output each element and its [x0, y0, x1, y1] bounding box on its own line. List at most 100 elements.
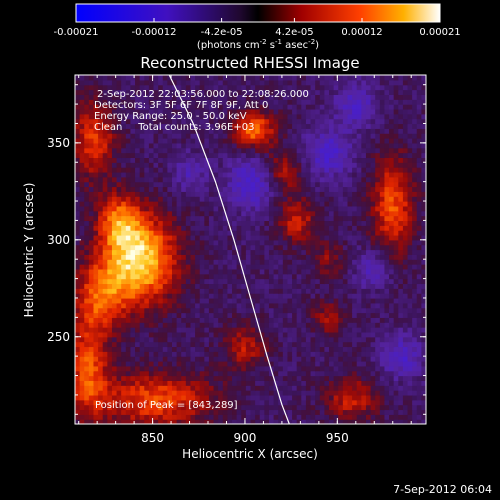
heatmap-cell — [375, 157, 381, 163]
heatmap-cell — [342, 254, 349, 260]
heatmap-cell — [402, 365, 409, 372]
heatmap-cell — [287, 234, 293, 241]
heatmap-cell — [333, 220, 339, 226]
heatmap-cell — [389, 375, 395, 381]
heatmap-cell — [389, 108, 395, 115]
heatmap-cell — [301, 331, 307, 338]
heatmap-cell — [333, 385, 339, 391]
heatmap-cell — [75, 293, 81, 299]
heatmap-cell — [310, 293, 316, 299]
heatmap-cell — [130, 186, 136, 192]
heatmap-cell — [375, 317, 381, 323]
heatmap-cell — [213, 104, 219, 110]
heatmap-cell — [292, 220, 298, 226]
heatmap-cell — [375, 167, 381, 173]
heatmap-cell — [347, 346, 353, 352]
heatmap-cell — [190, 346, 196, 352]
heatmap-cell — [379, 419, 386, 424]
heatmap-cell — [273, 157, 279, 163]
heatmap-cell — [185, 186, 192, 192]
heatmap-cell — [412, 273, 418, 280]
heatmap-cell — [329, 346, 335, 352]
heatmap-cell — [130, 249, 136, 255]
heatmap-cell — [347, 336, 353, 343]
heatmap-cell — [259, 317, 265, 323]
heatmap-cell — [342, 390, 349, 396]
heatmap-cell — [88, 215, 95, 222]
heatmap-cell — [278, 205, 284, 212]
heatmap-cell — [370, 278, 376, 285]
heatmap-cell — [148, 307, 155, 314]
heatmap-cell — [324, 414, 330, 420]
heatmap-cell — [407, 370, 413, 377]
heatmap-cell — [245, 307, 252, 314]
heatmap-cell — [365, 167, 372, 173]
heatmap-cell — [245, 356, 252, 362]
heatmap-cell — [199, 322, 205, 328]
heatmap-cell — [75, 162, 81, 168]
heatmap-cell — [107, 254, 113, 260]
heatmap-cell — [116, 205, 122, 212]
heatmap-cell — [310, 108, 316, 115]
heatmap-cell — [208, 356, 215, 362]
heatmap-cell — [398, 327, 404, 333]
heatmap-cell — [111, 419, 118, 424]
heatmap-cell — [296, 133, 302, 139]
heatmap-cell — [93, 234, 99, 241]
heatmap-cell — [98, 171, 104, 178]
heatmap-cell — [264, 220, 270, 226]
heatmap-cell — [130, 259, 136, 265]
heatmap-cell — [88, 268, 95, 275]
heatmap-cell — [116, 351, 122, 357]
heatmap-cell — [153, 128, 159, 134]
heatmap-cell — [375, 283, 381, 289]
heatmap-cell — [227, 302, 233, 309]
heatmap-cell — [301, 113, 307, 120]
heatmap-cell — [305, 346, 312, 352]
heatmap-cell — [213, 297, 219, 304]
heatmap-cell — [301, 254, 307, 260]
heatmap-cell — [338, 244, 344, 251]
heatmap-cell — [218, 210, 224, 217]
heatmap-cell — [305, 210, 312, 217]
heatmap-cell — [218, 138, 224, 144]
heatmap-cell — [361, 249, 367, 255]
heatmap-cell — [352, 138, 358, 144]
heatmap-cell — [398, 288, 404, 294]
heatmap-cell — [144, 157, 150, 163]
heatmap-cell — [292, 370, 298, 377]
heatmap-cell — [75, 264, 81, 270]
heatmap-cell — [84, 293, 90, 299]
heatmap-cell — [310, 370, 316, 377]
heatmap-cell — [421, 414, 426, 420]
heatmap-cell — [98, 104, 104, 110]
heatmap-cell — [88, 171, 95, 178]
heatmap-cell — [361, 414, 367, 420]
heatmap-cell — [375, 268, 381, 275]
heatmap-cell — [292, 356, 298, 362]
heatmap-cell — [319, 181, 325, 188]
heatmap-cell — [125, 118, 132, 125]
heatmap-cell — [264, 259, 270, 265]
heatmap-cell — [375, 273, 381, 280]
heatmap-cell — [190, 293, 196, 299]
heatmap-cell — [195, 220, 201, 226]
heatmap-cell — [241, 186, 247, 192]
heatmap-cell — [144, 254, 150, 260]
heatmap-cell — [296, 225, 302, 231]
heatmap-cell — [329, 394, 335, 401]
heatmap-cell — [153, 186, 159, 192]
heatmap-cell — [130, 215, 136, 222]
heatmap-cell — [98, 205, 104, 212]
heatmap-cell — [421, 157, 426, 163]
heatmap-cell — [84, 360, 90, 367]
heatmap-cell — [167, 404, 173, 411]
heatmap-cell — [250, 220, 256, 226]
heatmap-cell — [333, 375, 339, 381]
heatmap-cell — [125, 176, 132, 183]
heatmap-cell — [333, 268, 339, 275]
heatmap-cell — [102, 331, 108, 338]
heatmap-cell — [361, 356, 367, 362]
heatmap-cell — [416, 147, 422, 154]
heatmap-cell — [222, 273, 229, 280]
